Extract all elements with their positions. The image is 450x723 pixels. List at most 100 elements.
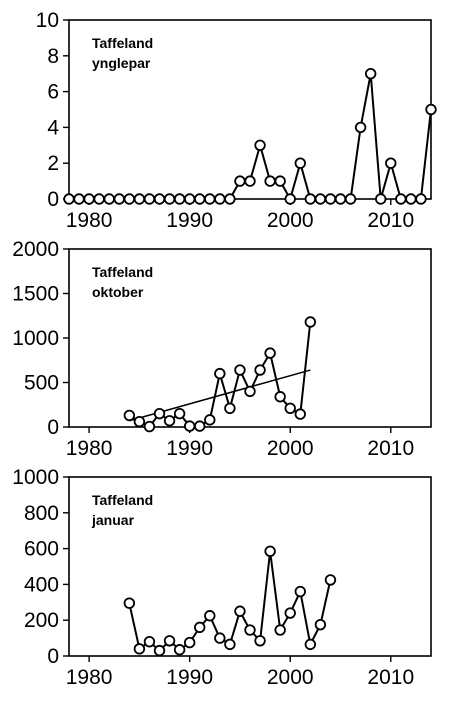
data-point <box>173 193 186 205</box>
x-tick-label: 2010 <box>367 666 414 689</box>
data-point <box>153 644 166 657</box>
data-point <box>234 364 246 376</box>
data-point <box>284 193 296 205</box>
y-tick-label: 0 <box>47 645 59 668</box>
data-point <box>183 420 196 432</box>
data-point <box>274 175 286 187</box>
data-point <box>204 193 216 205</box>
data-point <box>204 414 216 426</box>
data-point <box>304 316 317 328</box>
data-point <box>214 632 226 644</box>
data-point <box>224 402 236 415</box>
data-point <box>415 193 427 205</box>
data-point <box>83 193 95 205</box>
data-point <box>153 407 166 420</box>
data-point <box>304 638 317 651</box>
data-point <box>204 610 216 622</box>
data-point <box>264 545 276 557</box>
data-point <box>73 193 85 205</box>
panel-annotation-line: Taffeland <box>92 492 153 508</box>
data-point <box>103 193 115 205</box>
data-point <box>123 409 136 422</box>
data-point <box>93 193 105 205</box>
data-point <box>334 193 347 205</box>
data-point <box>133 415 146 428</box>
x-tick-label: 1980 <box>66 666 113 689</box>
data-point <box>294 408 306 420</box>
data-point <box>194 420 206 432</box>
data-point <box>284 607 296 619</box>
data-point <box>133 193 146 205</box>
panel-annotation-line: ynglepar <box>92 55 151 71</box>
data-point <box>274 624 286 636</box>
data-point <box>264 175 276 187</box>
data-point <box>173 644 186 656</box>
data-point <box>143 193 156 205</box>
data-point <box>304 193 317 205</box>
x-tick-label: 1990 <box>166 437 213 460</box>
y-tick-label: 4 <box>47 116 59 139</box>
x-tick-label: 1980 <box>66 437 113 460</box>
data-point <box>234 605 246 617</box>
y-tick-label: 1500 <box>12 283 59 306</box>
data-point <box>375 193 387 205</box>
data-point <box>364 67 377 80</box>
data-point <box>214 367 226 380</box>
data-point <box>63 193 75 205</box>
data-point <box>405 193 417 205</box>
data-point <box>244 385 256 398</box>
data-point <box>143 635 156 648</box>
data-point <box>133 643 146 655</box>
data-point <box>274 391 286 403</box>
x-tick-label: 1980 <box>66 209 113 232</box>
data-point <box>385 157 397 169</box>
y-tick-label: 400 <box>24 573 59 596</box>
x-tick-label: 2000 <box>267 209 314 232</box>
y-tick-label: 10 <box>36 9 59 32</box>
y-tick-label: 2 <box>47 152 59 175</box>
data-point <box>153 193 166 205</box>
y-tick-label: 0 <box>47 188 59 211</box>
x-tick-label: 1990 <box>166 209 213 232</box>
data-point <box>244 624 256 636</box>
data-point <box>183 636 196 649</box>
data-point <box>254 635 266 647</box>
panel-annotation-line: Taffeland <box>92 264 153 280</box>
data-point <box>123 193 136 205</box>
panel-annotation-line: Taffeland <box>92 35 153 51</box>
data-point <box>123 597 136 609</box>
data-point <box>214 193 226 205</box>
data-point <box>284 402 296 415</box>
y-tick-label: 6 <box>47 81 59 104</box>
data-point <box>163 193 176 205</box>
y-tick-label: 500 <box>24 372 59 395</box>
chart-panel-3: 0 200 400 600 800 1000 1980 1990 2000 2010 Taffela… <box>12 466 432 689</box>
y-tick-label: 1000 <box>12 466 59 489</box>
data-point <box>264 347 276 359</box>
plot-frame <box>68 476 432 657</box>
x-tick-label: 2010 <box>367 437 414 460</box>
chart-panel-2: 0 500 1000 1500 2000 1980 1990 2000 2010 Taffelan… <box>12 238 432 460</box>
data-point <box>143 420 156 433</box>
data-point <box>294 585 306 598</box>
data-point <box>194 621 206 634</box>
data-point <box>395 193 407 205</box>
data-point <box>244 175 256 187</box>
y-tick-label: 2000 <box>12 238 59 261</box>
data-point <box>194 193 206 205</box>
data-point <box>173 407 186 420</box>
chart-panel-1: 0 2 4 6 8 10 1980 1990 2000 2010 Taffeland ynglepar <box>36 9 437 232</box>
data-point <box>224 193 236 205</box>
y-tick-label: 600 <box>24 538 59 561</box>
data-point <box>314 618 327 631</box>
data-point <box>183 193 196 205</box>
data-point <box>163 635 176 647</box>
x-tick-label: 1990 <box>166 666 213 689</box>
x-tick-label: 2000 <box>267 666 314 689</box>
x-tick-label: 2010 <box>367 209 414 232</box>
x-tick-label: 2000 <box>267 437 314 460</box>
data-point <box>324 574 337 586</box>
data-point <box>294 157 306 169</box>
